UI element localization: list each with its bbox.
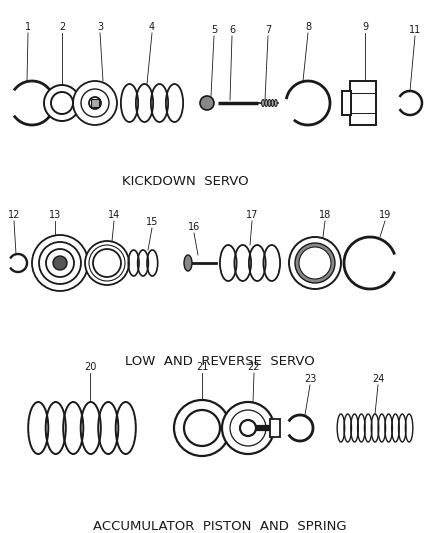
Text: 5: 5 bbox=[210, 25, 217, 35]
Circle shape bbox=[298, 247, 330, 279]
Ellipse shape bbox=[271, 100, 273, 107]
Text: 21: 21 bbox=[195, 362, 208, 372]
Text: 12: 12 bbox=[8, 210, 20, 220]
Circle shape bbox=[53, 256, 67, 270]
Ellipse shape bbox=[261, 100, 264, 107]
Circle shape bbox=[288, 237, 340, 289]
Bar bbox=[349, 81, 375, 125]
Circle shape bbox=[184, 410, 219, 446]
Text: LOW  AND  REVERSE  SERVO: LOW AND REVERSE SERVO bbox=[125, 355, 314, 368]
Text: KICKDOWN  SERVO: KICKDOWN SERVO bbox=[121, 175, 248, 188]
Text: 9: 9 bbox=[361, 22, 367, 32]
Bar bbox=[91, 99, 99, 107]
Ellipse shape bbox=[184, 255, 191, 271]
Text: 2: 2 bbox=[59, 22, 65, 32]
Text: 7: 7 bbox=[264, 25, 271, 35]
Ellipse shape bbox=[267, 100, 270, 107]
Text: 19: 19 bbox=[378, 210, 390, 220]
Text: 23: 23 bbox=[303, 374, 315, 384]
Text: 14: 14 bbox=[108, 210, 120, 220]
Circle shape bbox=[222, 402, 273, 454]
Text: 13: 13 bbox=[49, 210, 61, 220]
Text: ACCUMULATOR  PISTON  AND  SPRING: ACCUMULATOR PISTON AND SPRING bbox=[93, 520, 346, 533]
Text: 6: 6 bbox=[228, 25, 234, 35]
Circle shape bbox=[89, 97, 101, 109]
Ellipse shape bbox=[264, 100, 267, 107]
Text: 16: 16 bbox=[187, 222, 200, 232]
Text: 18: 18 bbox=[318, 210, 330, 220]
Text: 15: 15 bbox=[145, 217, 158, 227]
Text: 11: 11 bbox=[408, 25, 420, 35]
Circle shape bbox=[51, 92, 73, 114]
Ellipse shape bbox=[274, 100, 276, 107]
Circle shape bbox=[44, 85, 80, 121]
Circle shape bbox=[240, 420, 255, 436]
Text: 17: 17 bbox=[245, 210, 258, 220]
Circle shape bbox=[200, 96, 213, 110]
Text: 1: 1 bbox=[25, 22, 31, 32]
Circle shape bbox=[298, 247, 330, 279]
Circle shape bbox=[85, 241, 129, 285]
Circle shape bbox=[93, 249, 121, 277]
Text: 24: 24 bbox=[371, 374, 383, 384]
Circle shape bbox=[294, 243, 334, 283]
Bar bbox=[269, 419, 279, 437]
Text: 4: 4 bbox=[148, 22, 155, 32]
Text: 3: 3 bbox=[97, 22, 103, 32]
Bar bbox=[341, 91, 350, 115]
Text: 20: 20 bbox=[84, 362, 96, 372]
Circle shape bbox=[73, 81, 117, 125]
Text: 8: 8 bbox=[304, 22, 311, 32]
Text: 22: 22 bbox=[247, 362, 260, 372]
Circle shape bbox=[173, 400, 230, 456]
